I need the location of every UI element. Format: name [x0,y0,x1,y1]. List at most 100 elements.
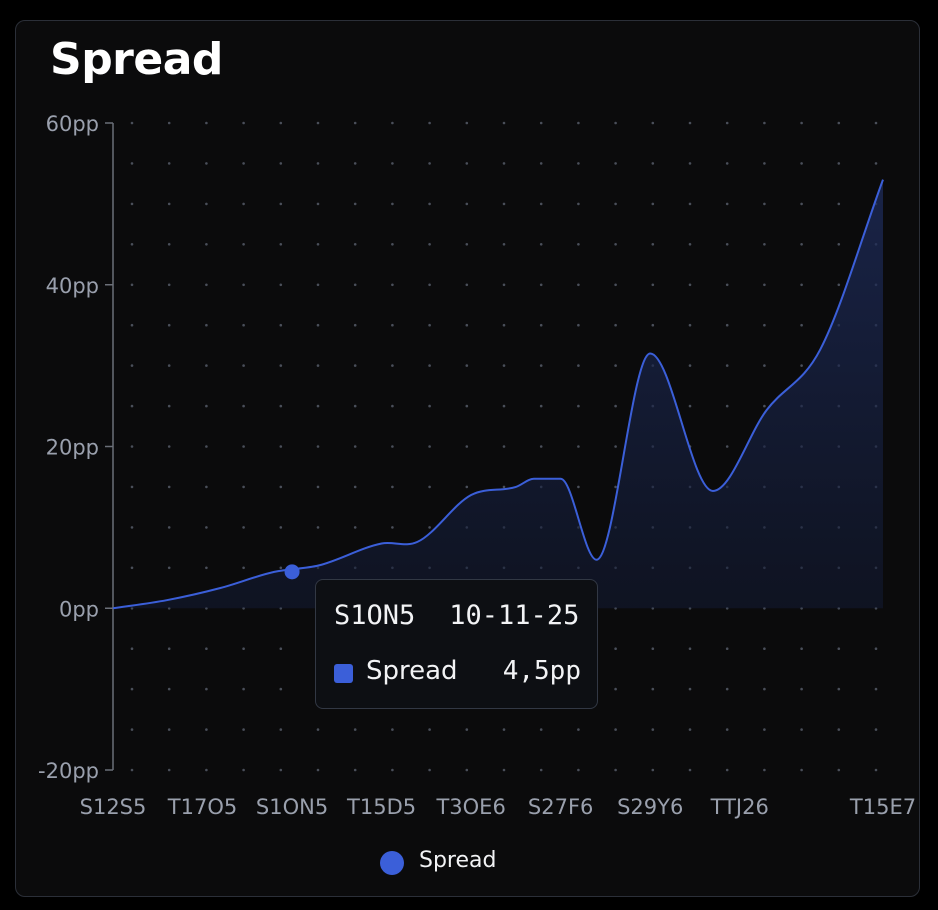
grid-dot [205,566,208,570]
grid-dot [725,364,729,367]
grid-dot [167,121,171,125]
grid-dot [502,162,506,165]
grid-dot [577,404,580,408]
grid-dot [353,364,357,367]
grid-dot [465,323,469,327]
grid-dot [130,323,134,327]
grid-dot [800,647,803,650]
grid-dot [465,445,469,448]
grid-dot [353,485,357,489]
grid-dot [688,687,692,691]
x-tick-label: S12S5 [80,795,147,819]
grid-dot [353,728,357,731]
grid-dot [167,445,171,448]
grid-dot [130,526,134,529]
grid-dot [242,445,245,448]
grid-dot [614,768,617,772]
y-tick-label: 40pp [46,274,99,298]
grid-dot [800,202,803,206]
grid-dot [205,768,208,772]
grid-dot [391,202,394,206]
grid-dot [279,243,283,246]
grid-dot [242,687,245,691]
grid-dot [242,526,245,529]
grid-dot [725,323,729,327]
grid-dot [874,687,878,691]
grid-dot [614,323,617,327]
grid-dot [502,445,506,448]
chart-title: Spread [50,34,223,85]
grid-dot [539,283,543,287]
grid-dot [688,647,692,650]
grid-dot [279,283,283,287]
grid-dot [539,121,543,125]
grid-dot [205,445,208,448]
grid-dot [800,768,803,772]
grid-dot [167,687,171,691]
grid-dot [167,526,171,529]
grid-dot [651,162,655,165]
grid-dot [800,283,803,287]
x-tick-label: TTJ26 [710,795,769,819]
grid-dot [874,768,878,772]
grid-dot [353,283,357,287]
grid-dot [539,202,543,206]
grid-dot [465,404,469,408]
grid-dot [428,768,431,772]
grid-dot [651,323,655,327]
grid-dot [205,121,208,125]
grid-dot [614,404,617,408]
grid-dot [874,121,878,125]
grid-dot [391,445,394,448]
grid-dot [502,323,506,327]
grid-dot [502,485,506,489]
grid-dot [353,202,357,206]
grid-dot [651,202,655,206]
grid-dot [316,768,320,772]
grid-dot [614,243,617,246]
grid-dot [316,323,320,327]
grid-dot [577,243,580,246]
grid-dot [167,364,171,367]
grid-dot [391,364,394,367]
legend-dot-icon [380,851,404,875]
grid-dot [428,162,431,165]
grid-dot [130,647,134,650]
grid-dot [130,121,134,125]
grid-dot [428,404,431,408]
grid-dot [800,323,803,327]
grid-dot [539,243,543,246]
grid-dot [279,647,283,650]
grid-dot [353,768,357,772]
series-area [113,179,883,609]
grid-dot [763,202,766,206]
grid-dot [167,728,171,731]
grid-dot [725,445,729,448]
x-tick-label: T15D5 [346,795,416,819]
x-tick-label: S27F6 [528,795,594,819]
grid-dot [502,728,506,731]
grid-dot [167,404,171,408]
grid-dot [800,243,803,246]
grid-dot [242,566,245,570]
tooltip-date: 10-11-25 [449,600,580,631]
grid-dot [502,202,506,206]
grid-dot [353,404,357,408]
grid-dot [837,728,841,731]
grid-dot [800,687,803,691]
grid-dot [763,768,766,772]
grid-dot [688,162,692,165]
grid-dot [279,566,283,570]
grid-dot [614,687,617,691]
grid-dot [725,768,729,772]
x-tick-label: S1ON5 [256,795,328,819]
grid-dot [763,647,766,650]
grid-dot [353,526,357,529]
grid-dot [167,647,171,650]
tooltip-series-name: Spread [366,656,458,686]
y-tick-label: 60pp [46,112,99,136]
grid-dot [242,243,245,246]
grid-dot [130,162,134,165]
tooltip-value: 4,5pp [502,656,581,686]
